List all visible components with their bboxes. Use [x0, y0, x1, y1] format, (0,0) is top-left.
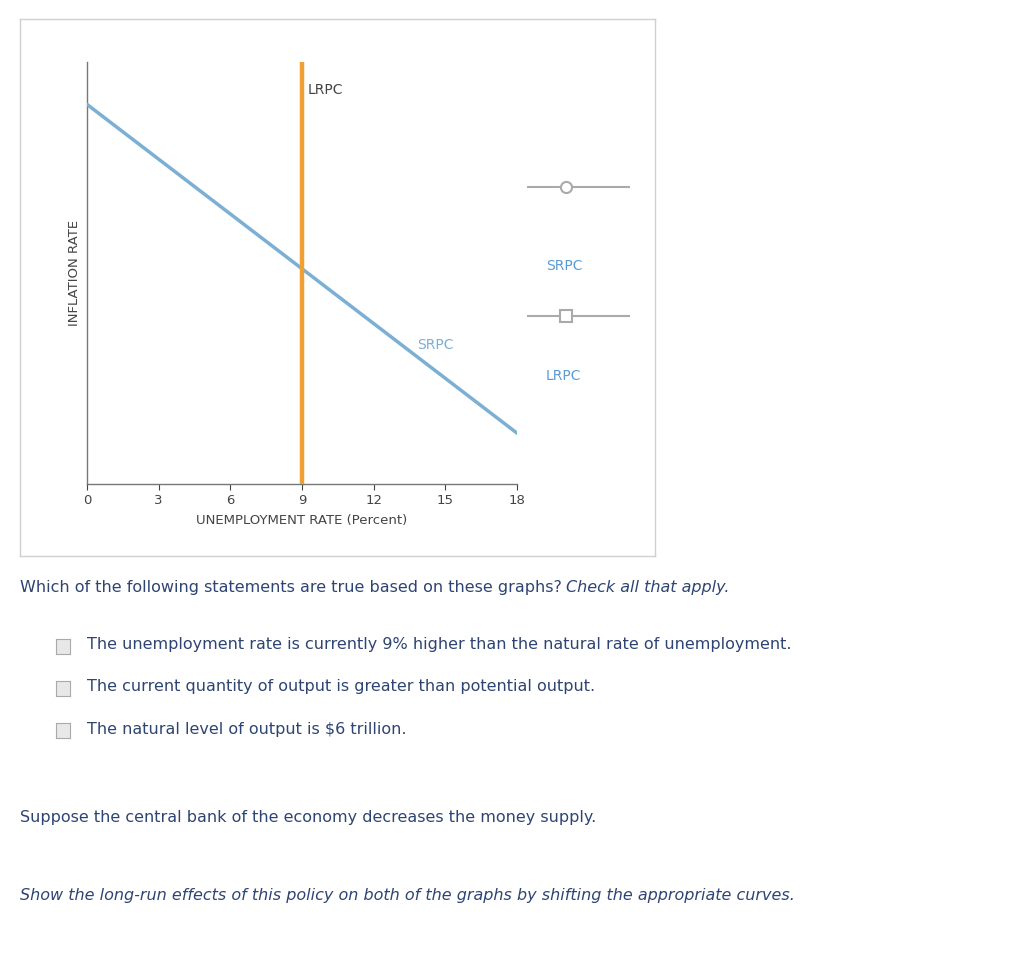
- Text: The unemployment rate is currently 9% higher than the natural rate of unemployme: The unemployment rate is currently 9% hi…: [87, 637, 792, 652]
- Text: LRPC: LRPC: [308, 83, 344, 98]
- Text: Check all that apply.: Check all that apply.: [566, 580, 730, 595]
- Text: The natural level of output is $6 trillion.: The natural level of output is $6 trilli…: [87, 721, 407, 737]
- Text: Show the long-run effects of this policy on both of the graphs by shifting the a: Show the long-run effects of this policy…: [20, 888, 796, 903]
- Text: SRPC: SRPC: [417, 337, 454, 352]
- Y-axis label: INFLATION RATE: INFLATION RATE: [69, 220, 82, 326]
- Text: SRPC: SRPC: [546, 259, 583, 273]
- Text: LRPC: LRPC: [546, 369, 582, 383]
- Text: Which of the following statements are true based on these graphs?: Which of the following statements are tr…: [20, 580, 567, 595]
- Text: The current quantity of output is greater than potential output.: The current quantity of output is greate…: [87, 679, 595, 695]
- X-axis label: UNEMPLOYMENT RATE (Percent): UNEMPLOYMENT RATE (Percent): [197, 514, 408, 527]
- Text: Suppose the central bank of the economy decreases the money supply.: Suppose the central bank of the economy …: [20, 810, 597, 825]
